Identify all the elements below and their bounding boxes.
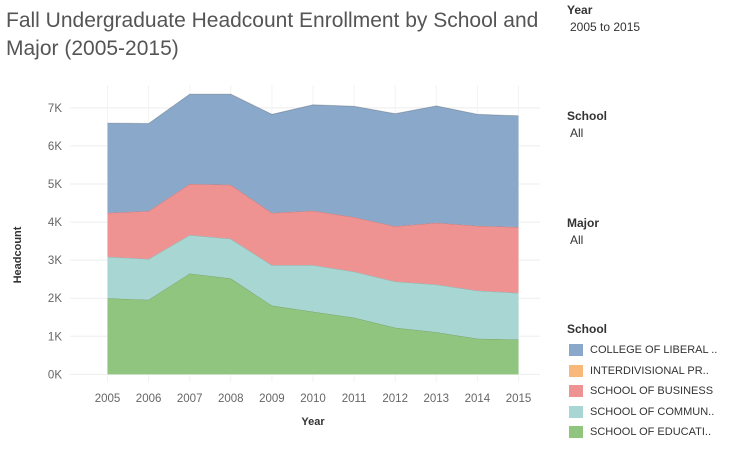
x-tick-label: 2011 xyxy=(342,393,367,405)
school-filter-value[interactable]: All xyxy=(570,126,584,140)
x-tick-label: 2014 xyxy=(465,393,491,405)
legend-item[interactable]: COLLEGE OF LIBERAL .. xyxy=(569,340,717,361)
year-filter-label: Year xyxy=(567,3,593,17)
legend-item[interactable]: INTERDIVISIONAL PR.. xyxy=(569,361,717,382)
legend-swatch xyxy=(569,385,583,398)
y-tick-label: 3K xyxy=(48,255,62,267)
legend-item[interactable]: SCHOOL OF EDUCATI.. xyxy=(569,422,717,443)
y-tick-label: 1K xyxy=(48,331,62,343)
y-tick-label: 2K xyxy=(48,293,62,305)
y-tick-label: 0K xyxy=(48,369,62,381)
legend-swatch xyxy=(569,344,583,357)
area-series[interactable] xyxy=(107,184,519,293)
legend-label: SCHOOL OF BUSINESS xyxy=(590,385,714,398)
area-series-edge xyxy=(107,93,519,125)
x-tick-label: 2009 xyxy=(259,393,285,405)
x-tick-label: 2005 xyxy=(95,393,121,405)
legend-label: SCHOOL OF EDUCATI.. xyxy=(590,426,712,439)
x-axis-title: Year xyxy=(301,416,325,428)
chart-title: Fall Undergraduate Headcount Enrollment … xyxy=(6,9,539,60)
area-series[interactable] xyxy=(107,94,519,227)
legend-item[interactable]: SCHOOL OF BUSINESS xyxy=(569,381,717,402)
x-tick-label: 2015 xyxy=(506,393,532,405)
legend-swatch xyxy=(569,426,583,439)
major-filter-label: Major xyxy=(567,216,600,230)
y-tick-label: 6K xyxy=(48,141,62,153)
school-filter-label: School xyxy=(567,109,608,123)
x-tick-label: 2013 xyxy=(424,393,450,405)
x-tick-label: 2012 xyxy=(382,393,408,405)
x-tick-label: 2008 xyxy=(218,393,244,405)
x-tick-label: 2007 xyxy=(177,393,203,405)
legend-swatch xyxy=(569,405,583,418)
legend-label: COLLEGE OF LIBERAL .. xyxy=(590,344,718,357)
major-filter-value[interactable]: All xyxy=(570,233,584,247)
y-tick-label: 4K xyxy=(48,217,62,229)
legend-item[interactable]: SCHOOL OF COMMUN.. xyxy=(569,402,717,423)
x-tick-label: 2010 xyxy=(300,393,326,405)
y-tick-label: 5K xyxy=(48,179,62,191)
legend-swatch xyxy=(569,364,583,377)
area-series[interactable] xyxy=(107,235,519,340)
plot-area[interactable] xyxy=(107,93,519,375)
area-series[interactable] xyxy=(107,273,519,375)
legend-title: School xyxy=(567,322,608,336)
y-axis-ticks: 0K 1K 2K 3K 4K 5K 6K 7K xyxy=(48,103,62,382)
legend-label: SCHOOL OF COMMUN.. xyxy=(590,405,715,418)
legend-label: INTERDIVISIONAL PR.. xyxy=(590,364,709,377)
y-axis-title: Headcount xyxy=(12,226,24,283)
x-axis-ticks: 2005 2006 2007 2008 2009 2010 2011 2012 2013 2014… xyxy=(95,393,532,405)
legend: COLLEGE OF LIBERAL .. INTERDIVISIONAL PR.… xyxy=(569,340,717,443)
y-tick-label: 7K xyxy=(48,103,62,115)
x-tick-label: 2006 xyxy=(136,393,162,405)
year-filter-value[interactable]: 2005 to 2015 xyxy=(570,20,641,34)
